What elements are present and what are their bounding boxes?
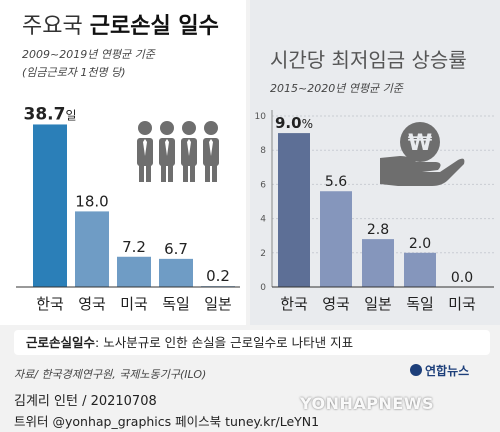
right-y-tick-0: 0	[260, 283, 266, 293]
title-prefix: 주요국	[22, 14, 90, 39]
left-subtitle-unit: (임금근로자 1천명 당)	[22, 66, 126, 79]
right-value-unit: %	[302, 117, 313, 131]
left-category-label-1: 영국	[78, 295, 106, 313]
left-value-unit: 일	[65, 108, 76, 122]
yonhap-logo: 연합뉴스	[410, 362, 469, 379]
right-y-tick-3: 6	[260, 180, 266, 190]
right-y-tick-4: 8	[260, 146, 266, 156]
right-bar-2	[362, 239, 394, 287]
workers-group-icon	[137, 121, 219, 182]
left-category-label-2: 미국	[120, 295, 148, 313]
right-category-label-0: 한국	[280, 295, 308, 313]
page-title: 주요국 근로손실 일수	[22, 8, 219, 40]
logo-text: 연합뉴스	[425, 364, 470, 378]
definition-note: 근로손실일수: 노사분규로 인한 손실을 근로일수로 나타낸 지표	[14, 330, 490, 355]
right-bar-1	[320, 191, 352, 287]
left-category-label-3: 독일	[162, 295, 190, 313]
credit-line: 김계리 인턴 / 20210708	[14, 394, 157, 409]
right-y-tick-2: 4	[260, 215, 266, 225]
right-value-label-4: 0.0	[451, 270, 473, 286]
left-bar-3	[159, 258, 193, 287]
right-chart-title: 시간당 최저임금 상승률	[270, 48, 467, 72]
left-value-label-3: 6.7	[164, 240, 188, 258]
left-category-label-0: 한국	[36, 295, 64, 313]
left-bar-2	[117, 256, 151, 287]
right-bar-chart: 0 2 4 6 8 10 9.0% 한국 5.6 영국 2.8 일본 2.0 독일 0.0 미국 ₩	[255, 110, 494, 313]
right-value-label-2: 2.8	[367, 222, 389, 238]
watermark: YONHAPNEWS	[300, 394, 434, 413]
right-bar-0	[278, 133, 310, 287]
right-y-tick-1: 2	[260, 249, 266, 259]
right-category-label-3: 독일	[406, 295, 434, 313]
title-main: 근로손실 일수	[89, 14, 219, 39]
social-line: 트위터 @yonhap_graphics 페이스북 tuney.kr/LeYN1	[14, 414, 320, 429]
right-y-tick-5: 10	[255, 112, 267, 122]
right-value-label-3: 2.0	[409, 236, 431, 252]
left-value-label-0: 38.7일	[24, 104, 77, 124]
right-category-label-4: 미국	[448, 295, 476, 313]
right-category-label-1: 영국	[322, 295, 350, 313]
svg-text:₩: ₩	[408, 131, 432, 156]
source-text: 자료/ 한국경제연구원, 국제노동기구(ILO)	[14, 368, 207, 381]
won-coin-hand-icon: ₩	[380, 122, 465, 186]
note-term: 근로손실일수	[26, 335, 96, 350]
right-value-label-0: 9.0%	[275, 114, 313, 132]
left-bar-1	[75, 211, 109, 287]
left-value-label-4: 0.2	[206, 267, 230, 285]
right-subtitle-period: 2015~2020년 연평균 기준	[270, 82, 403, 95]
left-value-label-1: 18.0	[75, 192, 108, 210]
left-bar-0	[33, 124, 67, 288]
left-value-label-2: 7.2	[122, 238, 146, 256]
left-subtitle-period: 2009~2019년 연평균 기준	[22, 48, 155, 61]
logo-mark-icon	[410, 364, 422, 376]
note-definition: : 노사분규로 인한 손실을 근로일수로 나타낸 지표	[95, 335, 354, 350]
right-bar-3	[404, 252, 436, 287]
left-category-label-4: 일본	[204, 295, 232, 313]
right-category-label-2: 일본	[364, 295, 392, 313]
right-value-label-1: 5.6	[325, 174, 347, 190]
